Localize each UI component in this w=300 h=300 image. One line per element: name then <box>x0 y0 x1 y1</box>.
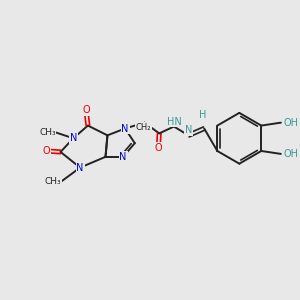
Text: N: N <box>76 163 84 172</box>
Text: N: N <box>70 133 77 143</box>
Text: CH₃: CH₃ <box>45 177 62 186</box>
Text: O: O <box>42 146 50 156</box>
Text: O: O <box>154 143 162 153</box>
Text: N: N <box>185 125 192 136</box>
Text: H: H <box>199 110 206 120</box>
Text: N: N <box>119 152 127 162</box>
Text: CH₃: CH₃ <box>39 128 56 137</box>
Text: O: O <box>82 105 90 115</box>
Text: OH: OH <box>284 149 299 159</box>
Text: N: N <box>121 124 129 134</box>
Text: CH₂: CH₂ <box>135 122 151 131</box>
Text: OH: OH <box>284 118 299 128</box>
Text: HN: HN <box>167 117 182 127</box>
